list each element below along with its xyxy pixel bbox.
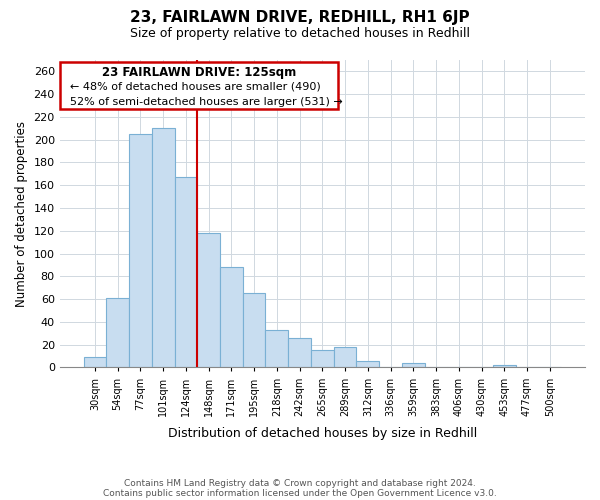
Bar <box>493 365 515 368</box>
X-axis label: Distribution of detached houses by size in Redhill: Distribution of detached houses by size … <box>168 427 477 440</box>
Y-axis label: Number of detached properties: Number of detached properties <box>15 120 28 306</box>
Bar <box>265 330 288 368</box>
Text: 52% of semi-detached houses are larger (531) →: 52% of semi-detached houses are larger (… <box>70 97 343 107</box>
Text: Contains public sector information licensed under the Open Government Licence v3: Contains public sector information licen… <box>103 488 497 498</box>
Bar <box>175 178 197 368</box>
Bar <box>197 233 220 368</box>
Bar <box>220 268 243 368</box>
Text: 23 FAIRLAWN DRIVE: 125sqm: 23 FAIRLAWN DRIVE: 125sqm <box>102 66 296 79</box>
Text: Contains HM Land Registry data © Crown copyright and database right 2024.: Contains HM Land Registry data © Crown c… <box>124 478 476 488</box>
Bar <box>83 357 106 368</box>
Bar <box>334 347 356 368</box>
Bar <box>243 294 265 368</box>
Bar <box>356 360 379 368</box>
Bar <box>402 363 425 368</box>
Bar <box>129 134 152 368</box>
Text: ← 48% of detached houses are smaller (490): ← 48% of detached houses are smaller (49… <box>70 82 321 92</box>
Bar <box>152 128 175 368</box>
Bar <box>288 338 311 368</box>
Bar <box>311 350 334 368</box>
Text: 23, FAIRLAWN DRIVE, REDHILL, RH1 6JP: 23, FAIRLAWN DRIVE, REDHILL, RH1 6JP <box>130 10 470 25</box>
Bar <box>106 298 129 368</box>
Text: Size of property relative to detached houses in Redhill: Size of property relative to detached ho… <box>130 28 470 40</box>
FancyBboxPatch shape <box>59 62 338 109</box>
